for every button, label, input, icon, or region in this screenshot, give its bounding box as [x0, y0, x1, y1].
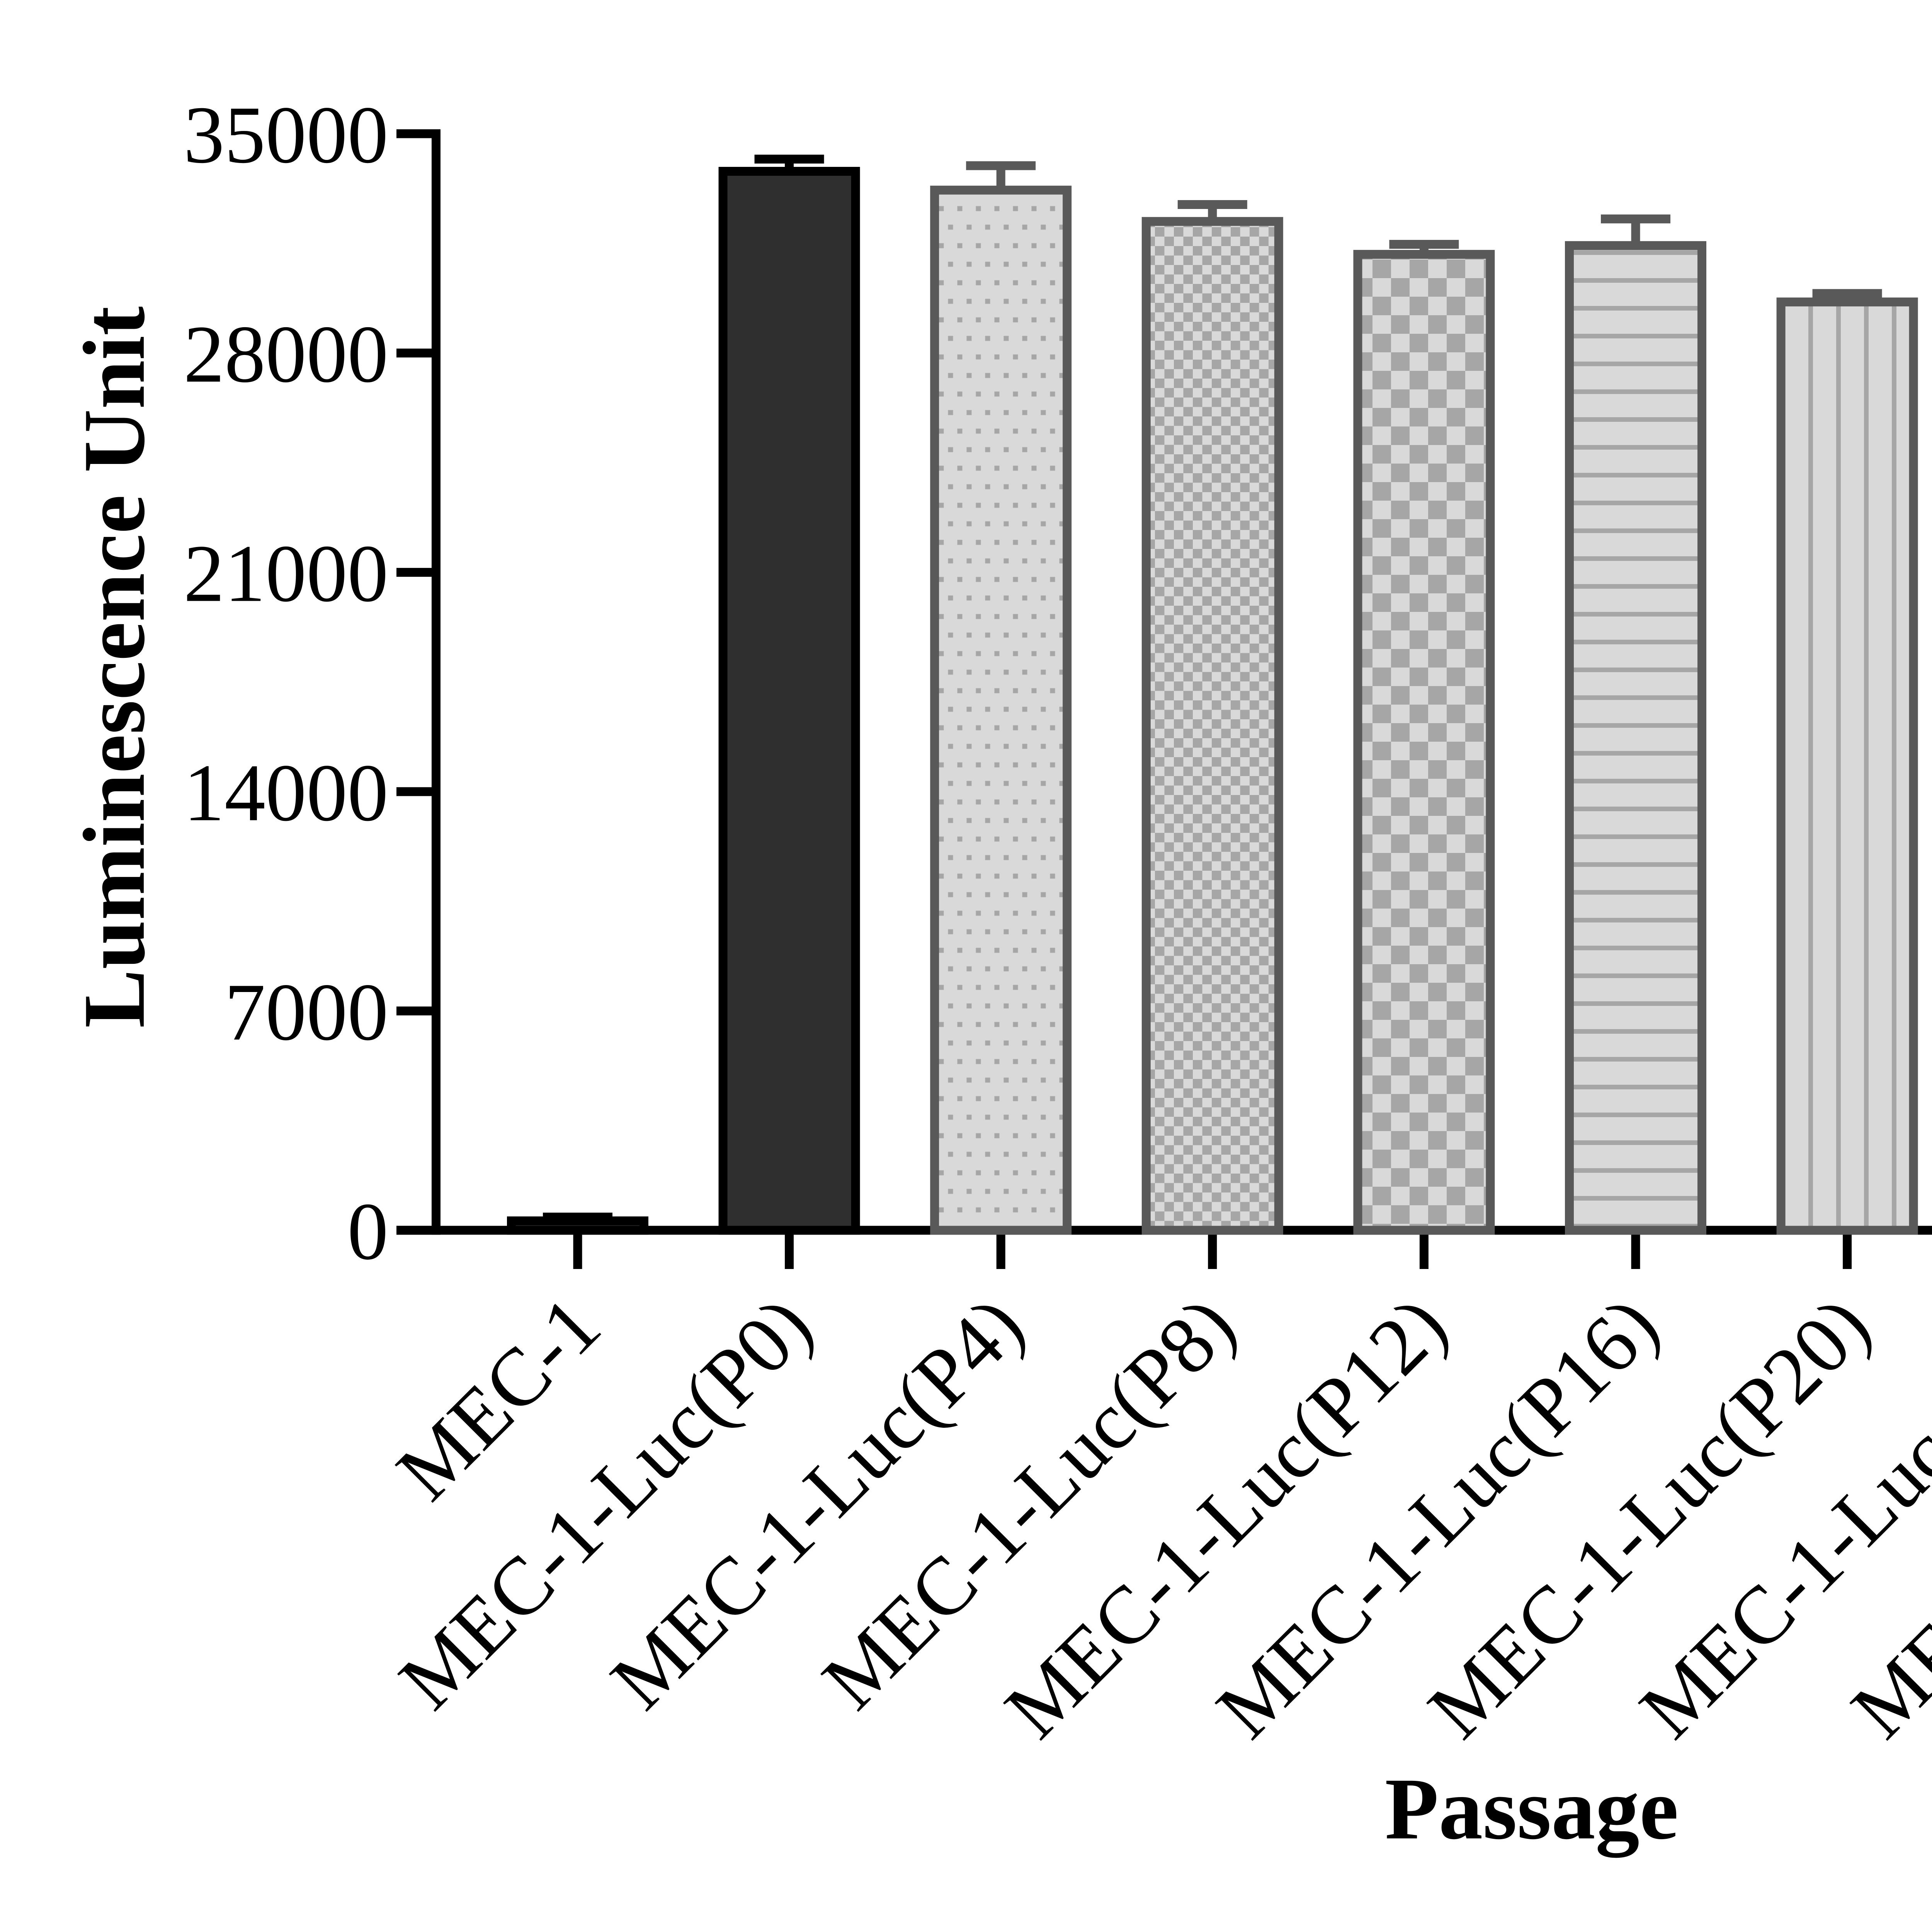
x-axis-title: Passage: [1385, 1760, 1679, 1858]
bar: [930, 185, 1072, 1235]
y-tick-label: 7000: [224, 967, 388, 1057]
y-tick-label: 35000: [184, 89, 388, 180]
bar: [718, 166, 860, 1235]
y-tick-label: 14000: [184, 747, 388, 838]
y-tick-label: 0: [347, 1186, 388, 1277]
bar: [1353, 250, 1495, 1235]
y-tick-label: 21000: [184, 528, 388, 619]
y-tick-label: 28000: [184, 309, 388, 399]
bar: [1141, 217, 1283, 1235]
bar: [1776, 297, 1918, 1235]
y-axis-title: Luminescence Unit: [66, 306, 163, 1028]
bars: [507, 166, 1918, 1235]
bar: [1565, 241, 1706, 1235]
bar: [507, 1216, 648, 1235]
error-bars: [543, 155, 1882, 1223]
